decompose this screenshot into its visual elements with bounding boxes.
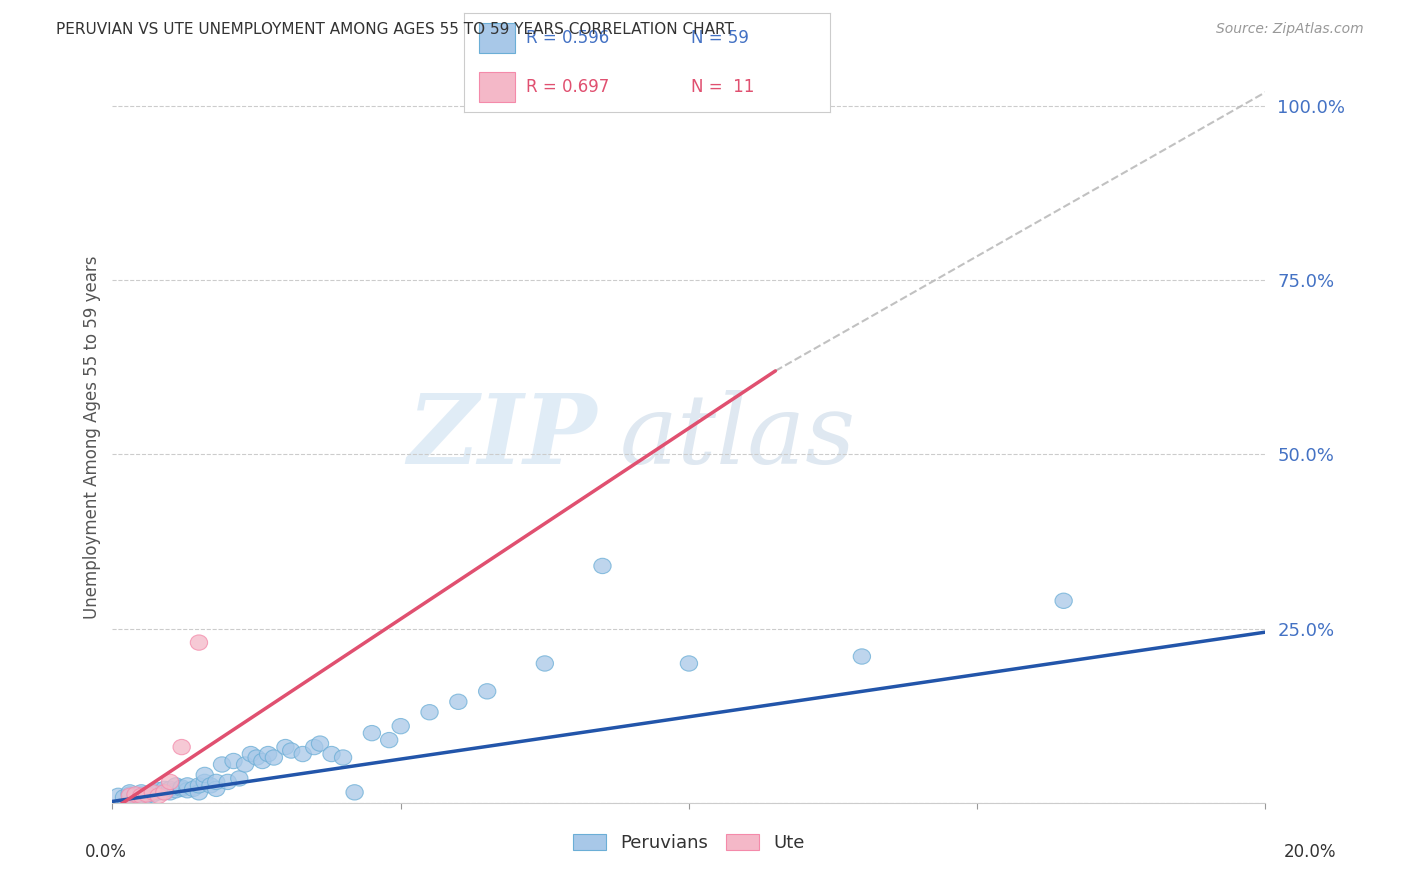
Ellipse shape xyxy=(536,85,554,100)
Ellipse shape xyxy=(167,778,184,793)
Ellipse shape xyxy=(363,725,381,740)
Ellipse shape xyxy=(110,789,127,804)
Ellipse shape xyxy=(236,756,253,772)
Ellipse shape xyxy=(208,781,225,797)
Text: Source: ZipAtlas.com: Source: ZipAtlas.com xyxy=(1216,22,1364,37)
Ellipse shape xyxy=(335,750,352,765)
Text: R = 0.697: R = 0.697 xyxy=(526,78,609,96)
Ellipse shape xyxy=(162,774,179,789)
Ellipse shape xyxy=(156,781,173,797)
Ellipse shape xyxy=(132,785,150,800)
Ellipse shape xyxy=(150,785,167,800)
Ellipse shape xyxy=(150,789,167,804)
Text: N = 59: N = 59 xyxy=(690,29,748,47)
Ellipse shape xyxy=(311,736,329,751)
Ellipse shape xyxy=(190,635,208,650)
Ellipse shape xyxy=(225,754,242,769)
Text: atlas: atlas xyxy=(620,390,856,484)
Ellipse shape xyxy=(173,780,190,795)
Bar xyxy=(478,23,515,53)
Text: ZIP: ZIP xyxy=(408,390,596,484)
Ellipse shape xyxy=(190,785,208,800)
Ellipse shape xyxy=(173,781,190,797)
Ellipse shape xyxy=(231,771,247,786)
Legend: Peruvians, Ute: Peruvians, Ute xyxy=(567,827,811,860)
Ellipse shape xyxy=(247,750,266,765)
Ellipse shape xyxy=(156,785,173,800)
Ellipse shape xyxy=(593,558,612,574)
Ellipse shape xyxy=(132,787,150,802)
Ellipse shape xyxy=(145,787,162,802)
Ellipse shape xyxy=(214,756,231,772)
Ellipse shape xyxy=(242,747,260,762)
Ellipse shape xyxy=(450,694,467,709)
Ellipse shape xyxy=(853,648,870,665)
Ellipse shape xyxy=(132,789,150,804)
Ellipse shape xyxy=(283,743,299,758)
Ellipse shape xyxy=(167,782,184,798)
Ellipse shape xyxy=(420,705,439,720)
Ellipse shape xyxy=(346,785,363,800)
Text: 20.0%: 20.0% xyxy=(1284,843,1337,861)
Ellipse shape xyxy=(138,787,156,802)
Ellipse shape xyxy=(173,739,190,755)
Ellipse shape xyxy=(127,789,145,804)
Ellipse shape xyxy=(681,656,697,671)
Ellipse shape xyxy=(184,781,202,797)
Ellipse shape xyxy=(195,767,214,782)
Ellipse shape xyxy=(190,778,208,793)
Ellipse shape xyxy=(156,785,173,800)
Ellipse shape xyxy=(277,739,294,755)
Ellipse shape xyxy=(219,774,236,789)
Ellipse shape xyxy=(145,785,162,800)
Ellipse shape xyxy=(202,778,219,793)
Text: R = 0.596: R = 0.596 xyxy=(526,29,609,47)
Ellipse shape xyxy=(323,747,340,762)
Ellipse shape xyxy=(1054,593,1073,608)
Ellipse shape xyxy=(195,774,214,789)
Ellipse shape xyxy=(121,789,138,804)
Ellipse shape xyxy=(127,787,145,802)
Ellipse shape xyxy=(121,787,138,802)
Ellipse shape xyxy=(381,732,398,747)
Text: 0.0%: 0.0% xyxy=(84,843,127,861)
Ellipse shape xyxy=(208,774,225,789)
Text: N =  11: N = 11 xyxy=(690,78,754,96)
Ellipse shape xyxy=(121,785,138,800)
Ellipse shape xyxy=(392,719,409,734)
Text: PERUVIAN VS UTE UNEMPLOYMENT AMONG AGES 55 TO 59 YEARS CORRELATION CHART: PERUVIAN VS UTE UNEMPLOYMENT AMONG AGES … xyxy=(56,22,734,37)
Ellipse shape xyxy=(294,747,311,762)
Ellipse shape xyxy=(253,754,271,769)
Ellipse shape xyxy=(150,782,167,798)
Ellipse shape xyxy=(179,778,195,793)
Ellipse shape xyxy=(138,789,156,804)
Ellipse shape xyxy=(162,781,179,797)
Ellipse shape xyxy=(162,785,179,800)
Ellipse shape xyxy=(115,789,132,805)
Bar xyxy=(478,72,515,102)
Ellipse shape xyxy=(145,785,162,800)
Ellipse shape xyxy=(260,747,277,762)
Y-axis label: Unemployment Among Ages 55 to 59 years: Unemployment Among Ages 55 to 59 years xyxy=(83,255,101,619)
Ellipse shape xyxy=(266,750,283,765)
Ellipse shape xyxy=(478,683,496,699)
Ellipse shape xyxy=(179,782,195,798)
Ellipse shape xyxy=(536,656,554,671)
Ellipse shape xyxy=(305,739,323,755)
